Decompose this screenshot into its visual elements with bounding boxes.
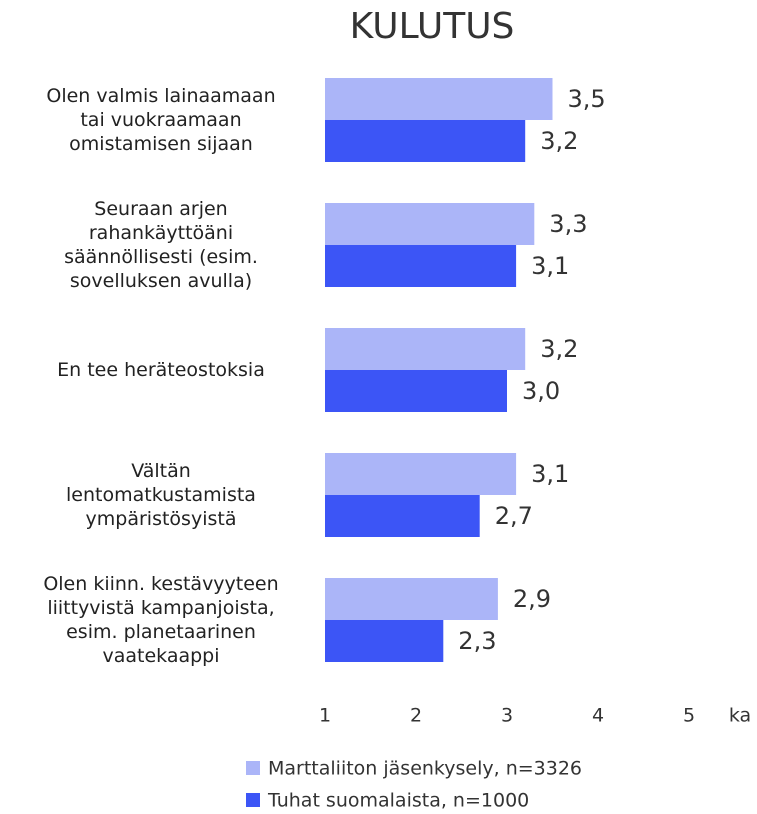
- category-label: En tee heräteostoksia: [57, 359, 265, 381]
- value-label: 2,7: [495, 502, 533, 530]
- bar: [325, 78, 553, 120]
- bar: [325, 370, 507, 412]
- category-label: Vältän lentomatkustamista ympäristösyist…: [66, 460, 256, 530]
- x-tick-label: 5: [683, 705, 695, 727]
- category-label: Olen valmis lainaamaan tai vuokraamaan o…: [46, 85, 276, 155]
- legend-swatch: [246, 761, 260, 775]
- bar: [325, 495, 480, 537]
- legend-label: Tuhat suomalaista, n=1000: [267, 790, 529, 812]
- value-label: 3,2: [540, 127, 578, 155]
- bar: [325, 620, 444, 662]
- bar: [325, 578, 498, 620]
- bar: [325, 120, 526, 162]
- bar: [325, 203, 535, 245]
- x-tick-label: 1: [319, 705, 331, 727]
- category-label: Olen kiinn. kestävyyteen liittyvistä kam…: [43, 573, 279, 667]
- value-label: 3,3: [549, 210, 587, 238]
- category-label: Seuraan arjen rahankäyttöäni säännöllise…: [64, 198, 258, 292]
- value-label: 2,9: [513, 585, 551, 613]
- value-label: 3,1: [531, 252, 569, 280]
- value-label: 3,5: [568, 85, 606, 113]
- bar: [325, 453, 517, 495]
- bar: [325, 245, 517, 287]
- value-label: 3,1: [531, 460, 569, 488]
- x-tick-label: 4: [592, 705, 604, 727]
- chart-title: KULUTUS: [350, 6, 515, 47]
- x-tick-label: 3: [501, 705, 513, 727]
- x-axis-label: ka: [729, 705, 751, 727]
- legend-label: Marttaliiton jäsenkysely, n=3326: [268, 758, 582, 780]
- x-tick-label: 2: [410, 705, 422, 727]
- value-label: 3,2: [540, 335, 578, 363]
- value-label: 2,3: [458, 627, 496, 655]
- value-label: 3,0: [522, 377, 560, 405]
- bar: [325, 328, 526, 370]
- legend-swatch: [246, 793, 260, 807]
